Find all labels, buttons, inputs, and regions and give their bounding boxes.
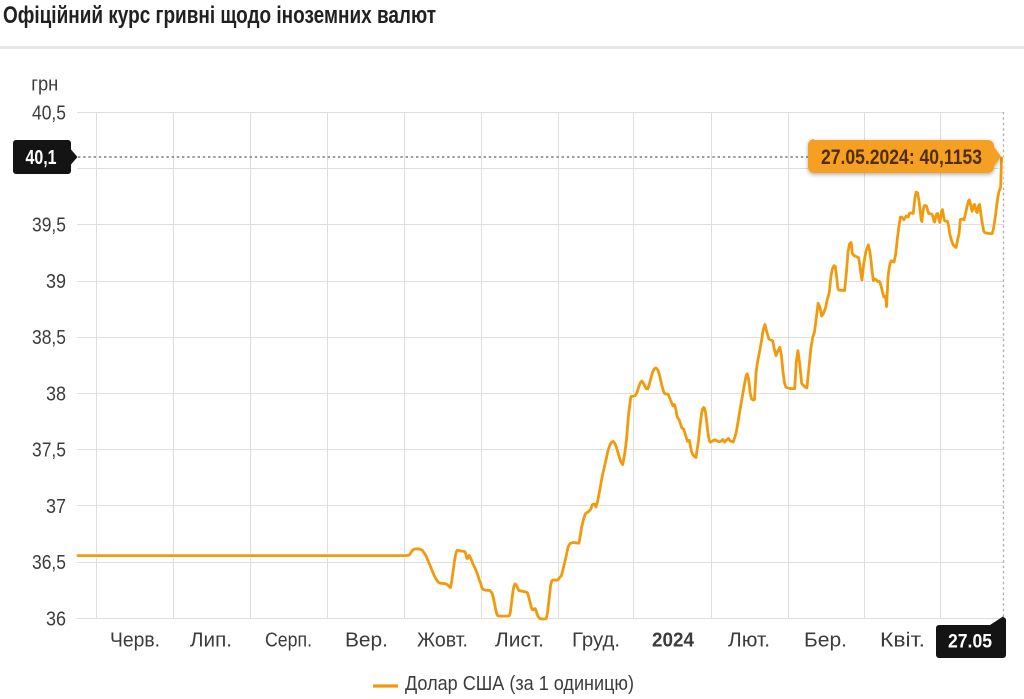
svg-text:Лист.: Лист.	[495, 630, 544, 652]
svg-text:37: 37	[46, 496, 66, 518]
svg-text:40,5: 40,5	[32, 102, 66, 124]
svg-text:27.05.2024: 40,1153: 27.05.2024: 40,1153	[821, 145, 982, 169]
svg-text:36,5: 36,5	[32, 552, 66, 574]
svg-text:Лют.: Лют.	[728, 630, 770, 652]
svg-text:37,5: 37,5	[32, 440, 66, 462]
svg-text:Бер.: Бер.	[804, 630, 847, 652]
svg-text:Квіт.: Квіт.	[880, 630, 925, 652]
svg-text:36: 36	[46, 608, 66, 630]
svg-text:27.05: 27.05	[948, 632, 992, 653]
svg-text:39: 39	[46, 271, 66, 293]
svg-text:Жовт.: Жовт.	[417, 630, 468, 652]
svg-text:Офіційний курс гривні щодо іно: Офіційний курс гривні щодо іноземних вал…	[3, 2, 436, 29]
svg-text:38: 38	[46, 383, 66, 405]
svg-text:Серп.: Серп.	[265, 630, 312, 652]
svg-text:2024: 2024	[652, 630, 695, 652]
svg-text:40,1: 40,1	[26, 147, 57, 169]
svg-text:39,5: 39,5	[32, 215, 66, 237]
svg-text:Груд.: Груд.	[572, 630, 620, 652]
svg-text:Долар США (за 1 одиницю): Долар США (за 1 одиницю)	[405, 673, 634, 695]
svg-text:Вер.: Вер.	[345, 630, 388, 652]
svg-text:Черв.: Черв.	[110, 630, 160, 652]
svg-text:грн: грн	[31, 74, 58, 96]
svg-text:Лип.: Лип.	[190, 630, 232, 652]
svg-text:38,5: 38,5	[32, 327, 66, 349]
